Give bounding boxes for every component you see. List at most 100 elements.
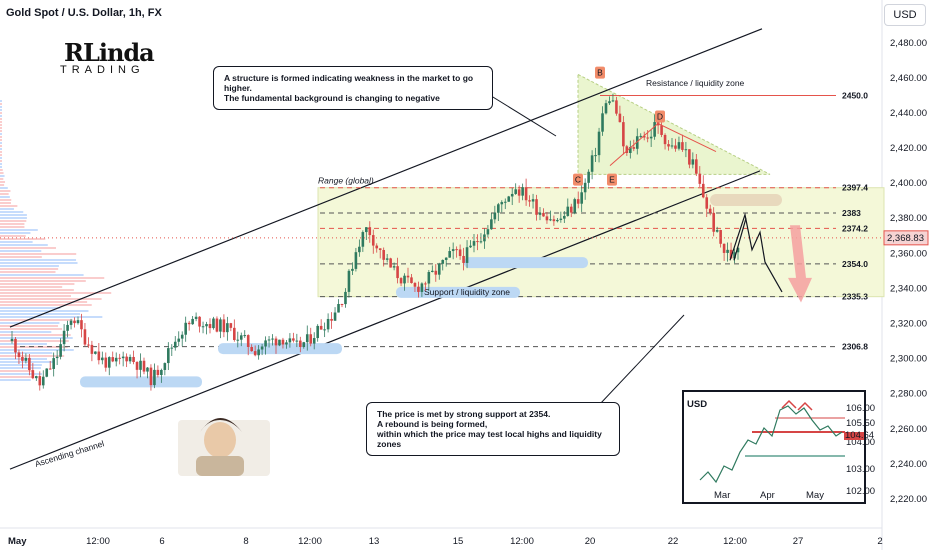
- candle-body: [642, 135, 646, 138]
- price-tick-label: 2,300.00: [890, 354, 927, 365]
- volume-profile-bar: [0, 199, 12, 201]
- time-tick-label: 12:00: [723, 536, 747, 547]
- candle-body: [153, 369, 156, 386]
- candle-body: [625, 146, 629, 153]
- volume-profile-bar: [0, 334, 71, 336]
- candle-body: [292, 338, 295, 341]
- volume-profile-bar: [0, 175, 5, 177]
- volume-profile-bar: [0, 178, 4, 180]
- volume-profile-bar: [0, 163, 2, 165]
- volume-profile-bar: [0, 217, 27, 219]
- callout-bottom-line-1: The price is met by strong support at 23…: [377, 409, 551, 419]
- candle-body: [701, 183, 705, 198]
- candle-body: [371, 235, 375, 246]
- volume-profile-bar: [0, 349, 74, 351]
- callout-bottom-line-2: A rebound is being formed,: [377, 419, 488, 429]
- candle-body: [385, 258, 389, 260]
- candle-body: [278, 339, 281, 346]
- volume-profile-bar: [0, 124, 2, 126]
- volume-profile-bar: [0, 352, 53, 354]
- inset-y-label: 104.00: [846, 437, 875, 448]
- volume-profile-bar: [0, 145, 2, 147]
- candle-body: [163, 363, 167, 370]
- candle-body: [24, 357, 28, 361]
- illustration-face: [204, 422, 236, 458]
- candle-body: [726, 249, 729, 253]
- candle-body: [521, 187, 524, 196]
- volume-profile-bar: [0, 232, 31, 234]
- candle-body: [486, 229, 490, 235]
- candle-body: [503, 201, 507, 203]
- time-tick-label: May: [8, 536, 27, 547]
- candle-body: [556, 219, 559, 222]
- inset-x-label: Apr: [760, 490, 775, 501]
- candle-body: [250, 346, 253, 352]
- candle-body: [684, 149, 688, 151]
- candle-body: [184, 322, 187, 335]
- price-tick-label: 2,280.00: [890, 389, 927, 400]
- volume-profile-bar: [0, 208, 14, 210]
- volume-profile-bar: [0, 148, 2, 150]
- pattern-marker: [607, 173, 617, 186]
- volume-profile-bar: [0, 202, 11, 204]
- candle-body: [695, 159, 698, 174]
- inset-arc-2: [797, 401, 813, 411]
- time-tick-label: 12:00: [298, 536, 322, 547]
- volume-profile-bar: [0, 310, 89, 312]
- volume-profile-bar: [0, 286, 63, 288]
- candle-body: [149, 367, 153, 386]
- candle-body: [97, 351, 101, 361]
- time-tick-label: 6: [159, 536, 164, 547]
- candle-body: [344, 291, 347, 305]
- volume-profile-bar: [0, 253, 77, 255]
- candle-body: [705, 197, 709, 209]
- volume-profile: [0, 100, 112, 381]
- candle-body: [403, 275, 406, 284]
- candle-body: [288, 338, 292, 343]
- volume-profile-bar: [0, 172, 4, 174]
- candle-body: [236, 339, 240, 341]
- volume-profile-bar: [0, 373, 43, 375]
- level-label: 2374.2: [842, 223, 868, 233]
- level-label: 2383: [842, 208, 861, 218]
- candle-body: [476, 241, 479, 243]
- candle-body: [431, 270, 434, 272]
- inset-arc-1: [781, 399, 797, 409]
- candle-body: [156, 369, 160, 375]
- volume-profile-bar: [0, 367, 41, 369]
- volume-profile-bar: [0, 136, 2, 138]
- candle-body: [531, 199, 535, 202]
- candle-body: [382, 249, 385, 260]
- candle-body: [330, 318, 333, 321]
- candle-body: [76, 320, 80, 324]
- currency-button[interactable]: USD: [884, 4, 926, 26]
- candle-body: [323, 329, 326, 331]
- volume-profile-bar: [0, 274, 84, 276]
- candle-body: [146, 367, 149, 372]
- candle-body: [378, 248, 382, 250]
- inset-y-label: 102.00: [846, 486, 875, 497]
- projection-start: [733, 218, 747, 261]
- candle-body: [35, 376, 38, 379]
- candle-body: [688, 149, 691, 165]
- candle-body: [524, 187, 528, 201]
- candle-body: [618, 113, 622, 123]
- range-label: Range (global): [318, 176, 374, 186]
- support-label: Support / liquidity zone: [424, 287, 510, 297]
- pattern-marker: [595, 66, 605, 79]
- volume-profile-bar: [0, 292, 112, 294]
- candle-body: [660, 125, 663, 135]
- candle-body: [194, 316, 198, 319]
- volume-profile-bar: [0, 220, 27, 222]
- candle-body: [354, 252, 358, 269]
- channel-upper-line: [9, 28, 763, 328]
- candle-body: [420, 283, 424, 292]
- pattern-line: [609, 122, 717, 166]
- price-tick-label: 2,480.00: [890, 38, 927, 49]
- candle-body: [28, 357, 31, 371]
- candle-body: [462, 255, 465, 263]
- candle-body: [479, 241, 483, 243]
- pattern-marker-label: E: [609, 175, 615, 185]
- candle-body: [219, 319, 222, 332]
